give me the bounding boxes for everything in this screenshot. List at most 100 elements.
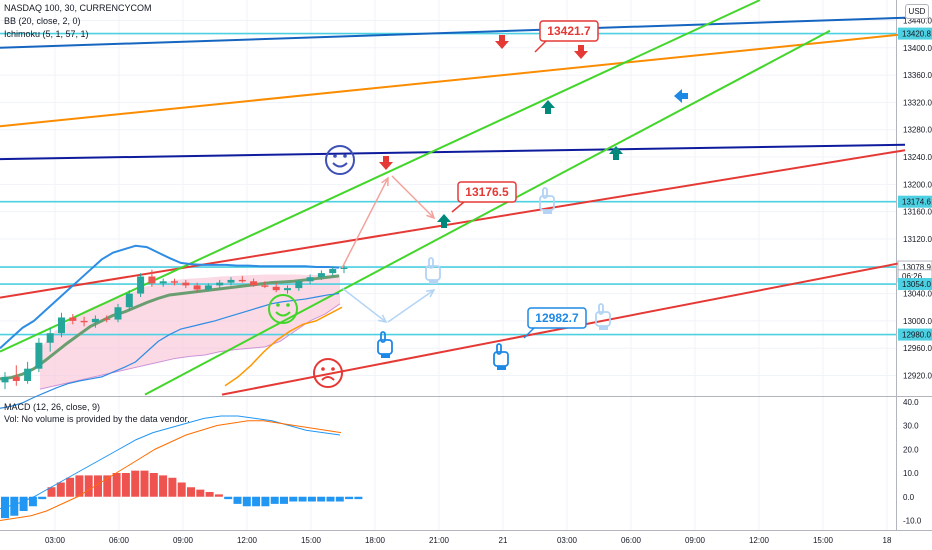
- price-tag-box: [898, 328, 932, 341]
- bollinger-bands: [0, 244, 343, 409]
- macd-histogram-bar: [140, 470, 149, 497]
- candle-body: [317, 273, 325, 278]
- hand-pointer-icon: [595, 303, 611, 330]
- face-eye: [343, 154, 347, 158]
- candle-body: [137, 276, 145, 294]
- price-tag-label: 12980.0: [902, 331, 931, 340]
- price-tick-label: 13160.0: [903, 208, 932, 217]
- price-callout: 13421.7: [534, 20, 599, 53]
- projection-arrow-up-head: [381, 176, 389, 187]
- macd-histogram-bar: [121, 473, 130, 497]
- macd-histogram-bar: [205, 492, 214, 497]
- hand-cuff: [497, 366, 506, 370]
- macd-histogram-bar: [326, 496, 335, 502]
- projection-arrow-up-blue: [387, 289, 435, 323]
- price-tick-label: 13000.0: [903, 317, 932, 326]
- macd-histogram-bar: [242, 496, 251, 507]
- trend-lines: [0, 0, 906, 396]
- macd-histogram-bar: [354, 496, 363, 500]
- macd-histogram-bar: [270, 496, 279, 504]
- bb-upper-line: [0, 244, 340, 349]
- hand-cuff: [429, 280, 438, 284]
- price-tag-box: [898, 27, 932, 40]
- macd-histogram-bar: [56, 482, 65, 497]
- hand-cuff: [381, 354, 390, 358]
- macd-histogram-bar: [224, 496, 233, 500]
- candle-body: [148, 276, 156, 284]
- price-tag: 13054.0: [898, 278, 932, 291]
- macd-tick-label: 30.0: [903, 422, 919, 431]
- time-tick-label: 18:00: [365, 536, 386, 545]
- face-mouth: [332, 162, 348, 168]
- arrow-down-icon: [379, 156, 393, 170]
- price-tick-label: 13400.0: [903, 44, 932, 53]
- macd-histogram-bar: [335, 496, 344, 502]
- candle-body: [46, 333, 54, 343]
- macd-histogram-bar: [112, 473, 121, 497]
- candle-body: [69, 317, 77, 321]
- candle-body: [250, 281, 258, 286]
- price-tick-label: 13240.0: [903, 153, 932, 162]
- price-tag-label: 13054.0: [902, 280, 931, 289]
- candle-body: [58, 317, 65, 334]
- price-tick-label: 13200.0: [903, 180, 932, 189]
- macd-legend: MACD (12, 26, close, 9): [4, 402, 101, 412]
- face-mouth: [275, 311, 291, 317]
- time-tick-label: 21: [499, 536, 508, 545]
- price-callout: 13176.5: [451, 181, 517, 213]
- time-tick-label: 09:00: [173, 536, 194, 545]
- trend-line: [0, 16, 906, 49]
- macd-histogram-bar: [289, 496, 298, 502]
- macd-histogram-bar: [177, 482, 186, 497]
- macd-histogram-bar: [298, 496, 307, 502]
- currency-badge[interactable]: USD: [905, 4, 929, 19]
- callout-pointer: [451, 201, 465, 213]
- face-eye: [276, 303, 280, 307]
- arrow-left-icon: [674, 89, 688, 103]
- projection-arrow-up-blue-head: [425, 289, 436, 298]
- hand-cuff: [599, 326, 608, 330]
- macd-histogram-bar: [261, 496, 270, 507]
- projection-arrow-down-head: [426, 210, 436, 220]
- candle-body: [340, 267, 348, 270]
- face-eye: [333, 154, 337, 158]
- smiley-happy-icon: [325, 145, 355, 175]
- hand-pointer-icon: [377, 331, 393, 358]
- time-tick-label: 15:00: [301, 536, 322, 545]
- face-eye: [286, 303, 290, 307]
- macd-tick-label: 0.0: [903, 493, 915, 502]
- smiley-sad-icon: [313, 358, 343, 388]
- macd-histogram-bar: [131, 470, 140, 497]
- hand-finger: [542, 187, 548, 199]
- hand-finger: [496, 343, 502, 355]
- time-tick-label: 15:00: [813, 536, 834, 545]
- trend-line: [0, 33, 906, 128]
- candle-body: [295, 281, 303, 289]
- candle-body: [261, 285, 269, 287]
- face-outline: [325, 145, 355, 175]
- time-tick-label: 12:00: [237, 536, 258, 545]
- trend-line: [0, 0, 761, 353]
- candle-body: [182, 282, 190, 286]
- hand-finger: [428, 257, 434, 269]
- price-tick-label: 13440.0: [903, 16, 932, 25]
- macd-tick-label: -10.0: [903, 517, 922, 526]
- candle-body: [159, 281, 167, 284]
- candle-body: [24, 368, 32, 381]
- candle-body: [35, 342, 43, 369]
- candle-body: [216, 282, 224, 286]
- macd-pane: [0, 415, 363, 521]
- price-tag: 13420.8: [898, 27, 932, 40]
- price-tag-label: 06:26: [902, 272, 923, 281]
- macd-histogram-bar: [66, 477, 75, 497]
- time-tick-label: 21:00: [429, 536, 450, 545]
- candle-body: [193, 285, 201, 290]
- candle-body: [1, 376, 9, 383]
- face-mouth: [321, 376, 335, 381]
- candle-body: [204, 285, 212, 290]
- arrow-up-icon: [437, 214, 451, 228]
- time-tick-label: 12:00: [749, 536, 770, 545]
- time-tick-label: 09:00: [685, 536, 706, 545]
- horizontal-levels: [0, 32, 896, 336]
